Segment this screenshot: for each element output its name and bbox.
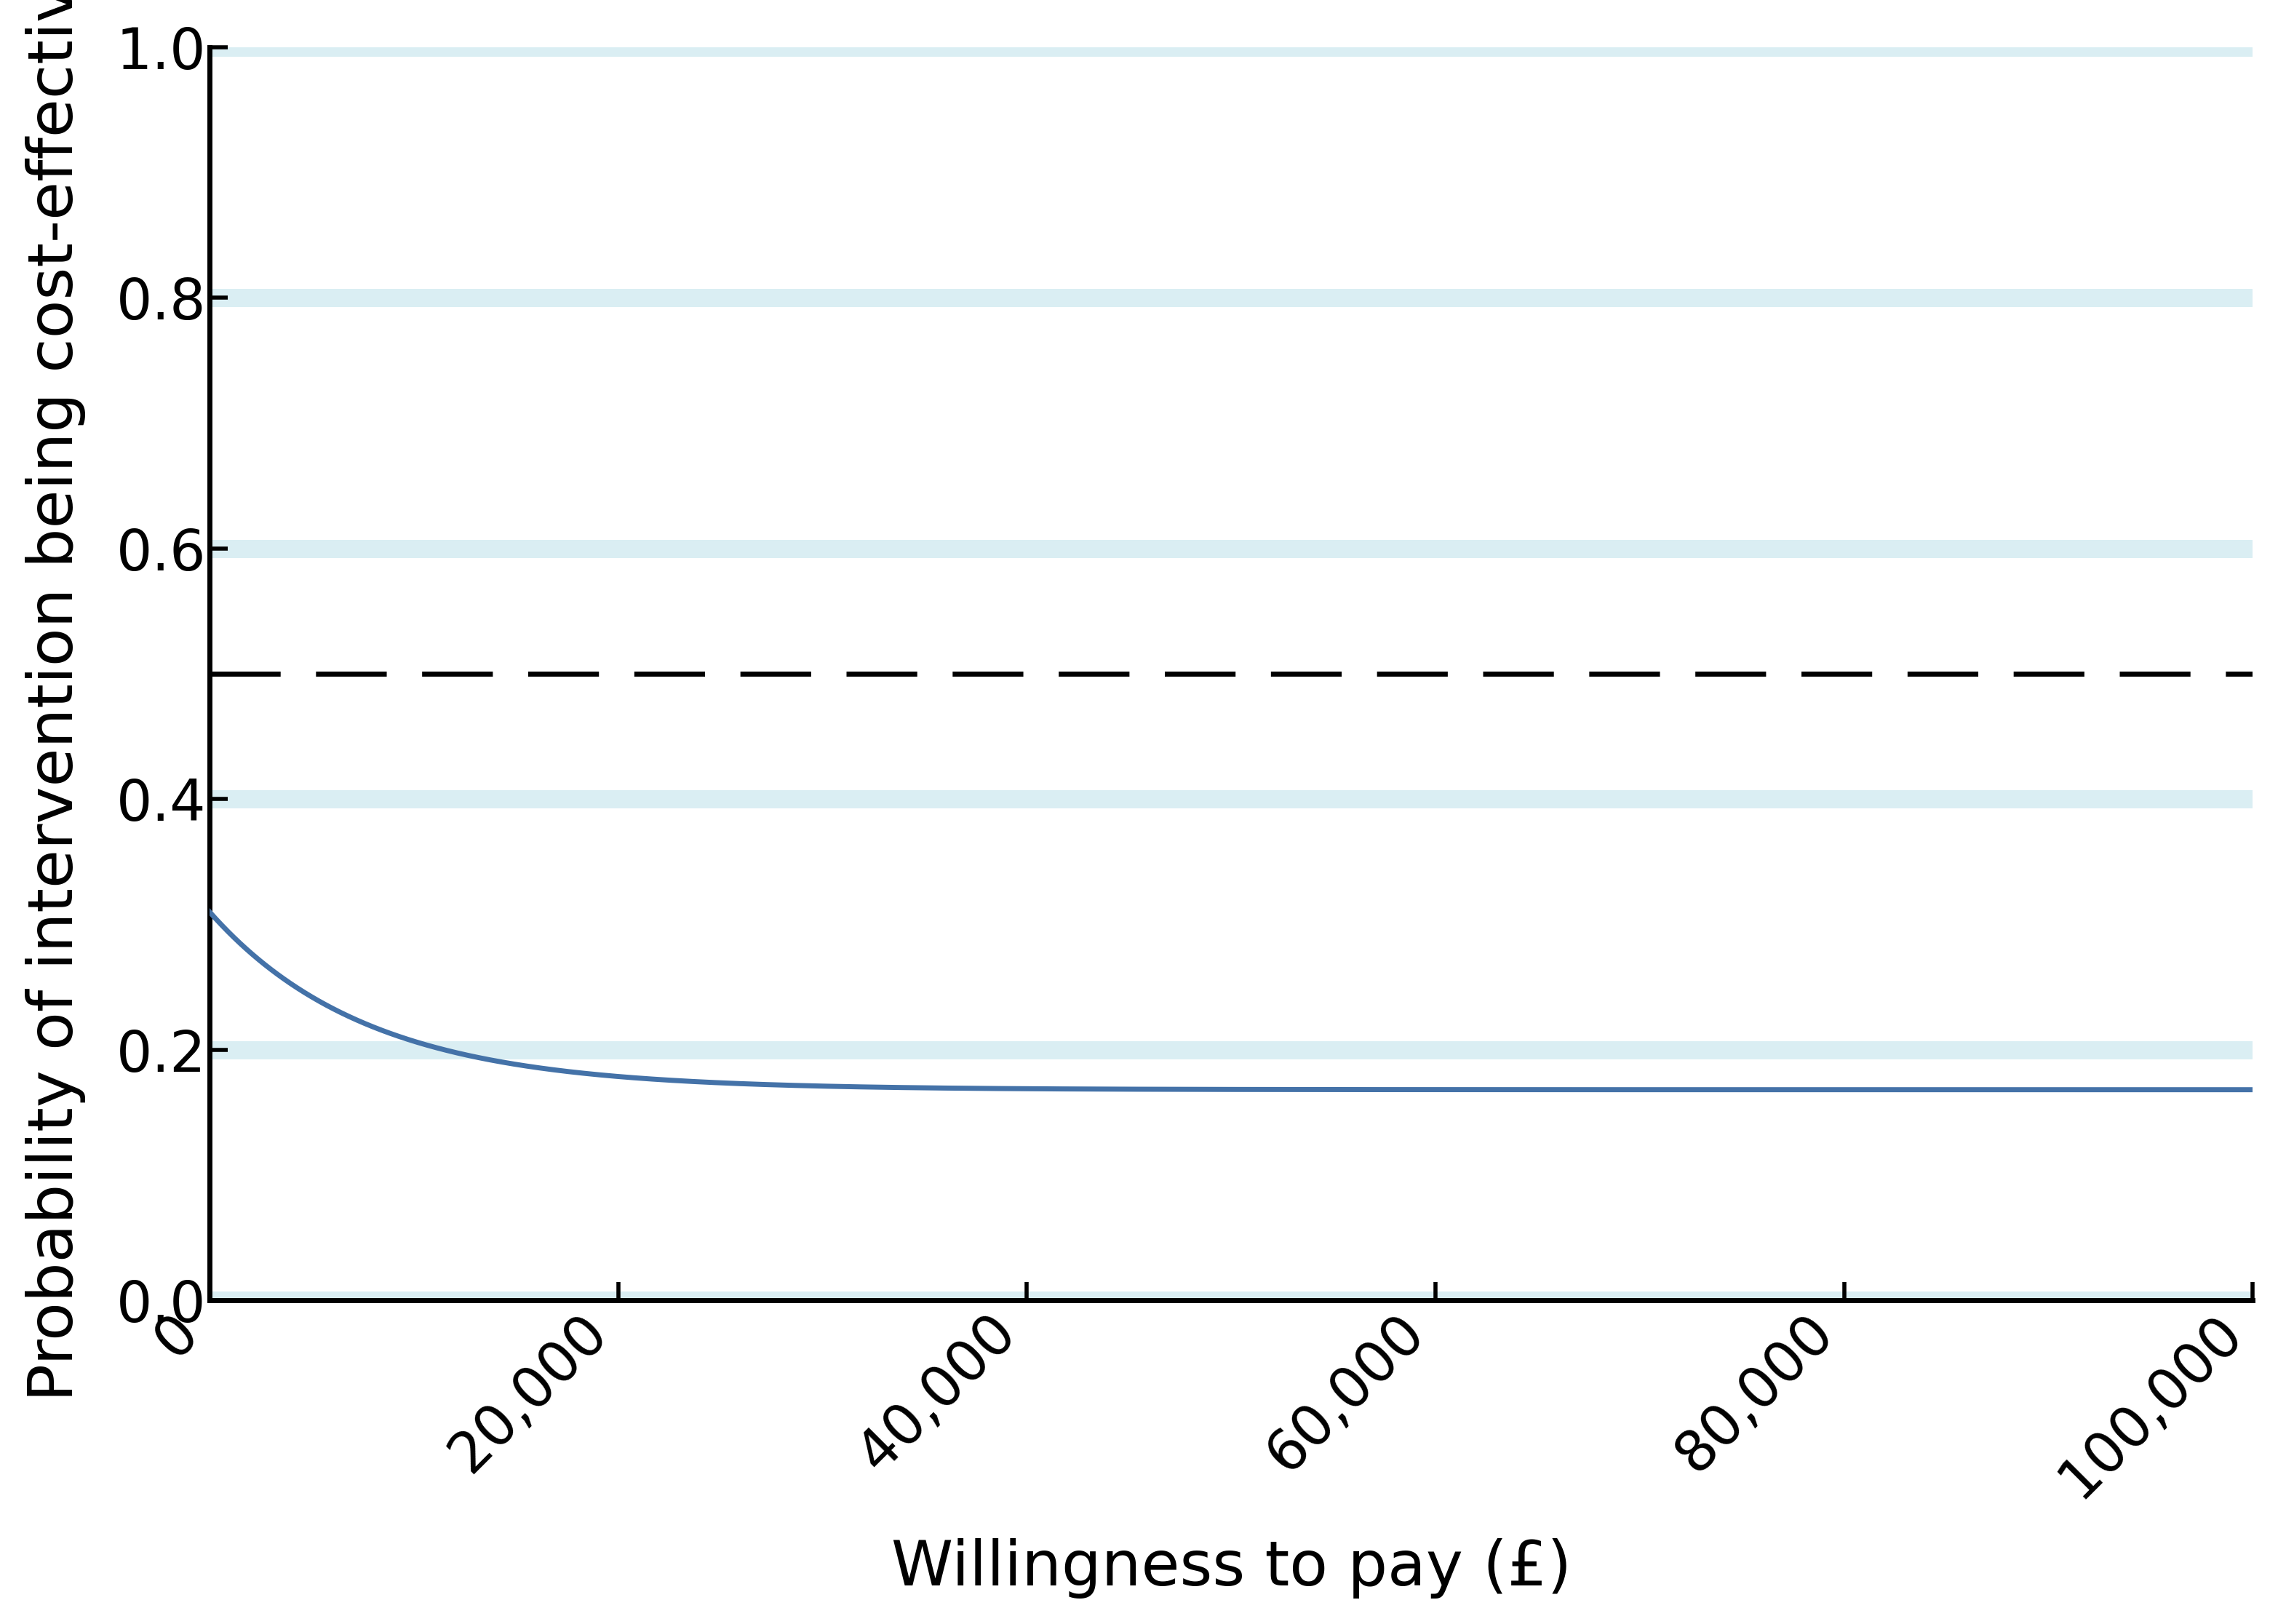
Y-axis label: Probability of intervention being cost-effective: Probability of intervention being cost-e… bbox=[25, 0, 87, 1402]
X-axis label: Willingness to pay (£): Willingness to pay (£) bbox=[891, 1538, 1572, 1598]
